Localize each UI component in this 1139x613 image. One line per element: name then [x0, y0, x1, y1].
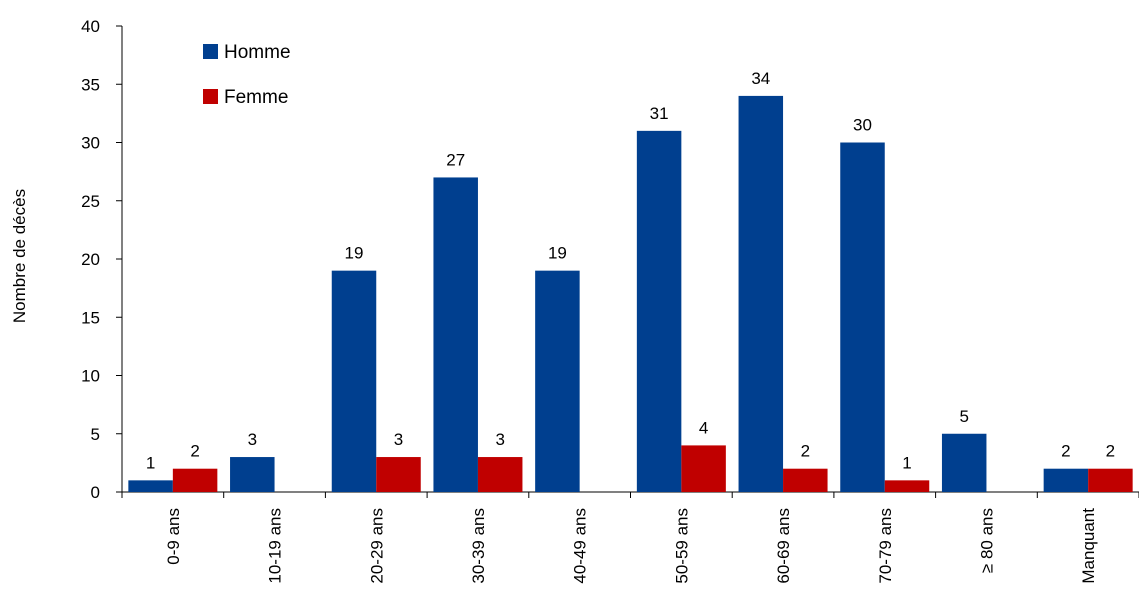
- data-label: 19: [345, 244, 364, 263]
- data-label: 34: [751, 69, 770, 88]
- data-label: 4: [699, 418, 708, 437]
- bar-femme: [783, 468, 828, 492]
- data-label: 19: [548, 244, 567, 263]
- bar-homme: [230, 457, 275, 492]
- bar-femme: [376, 457, 421, 492]
- bar-homme: [331, 270, 377, 492]
- data-label: 3: [248, 430, 257, 449]
- x-axis: 0-9 ans 10-19 ans 20-29 ans 30-39 ans 40-49 …: [121, 491, 1139, 584]
- y-tick-label: 20: [81, 250, 100, 269]
- y-tick-label: 10: [81, 367, 100, 386]
- bar-homme: [433, 177, 478, 492]
- data-label: 2: [801, 442, 810, 461]
- x-tick-label: 70-79 ans: [876, 508, 895, 584]
- data-label: 1: [146, 453, 155, 472]
- data-label: 2: [190, 442, 199, 461]
- y-tick-label: 0: [91, 483, 100, 502]
- bar-homme: [941, 433, 987, 492]
- legend-swatch-homme: [203, 44, 218, 59]
- x-tick-label: 60-69 ans: [774, 508, 793, 584]
- y-axis-label: Nombre de décès: [10, 189, 29, 323]
- legend: Homme Femme: [203, 42, 291, 108]
- x-tick-label: Manquant: [1079, 508, 1098, 584]
- legend-label-femme: Femme: [224, 87, 288, 108]
- x-tick-label: 50-59 ans: [672, 508, 691, 584]
- data-label: 2: [1061, 442, 1070, 461]
- bar-femme: [681, 445, 726, 492]
- x-tick-label: 30-39 ans: [469, 508, 488, 584]
- bar-femme: [1088, 468, 1133, 492]
- data-label: 5: [959, 407, 968, 426]
- data-label: 2: [1106, 442, 1115, 461]
- bar-homme: [128, 480, 173, 492]
- y-tick-label: 40: [81, 17, 100, 36]
- data-label: 27: [446, 150, 465, 169]
- data-label: 3: [495, 430, 504, 449]
- x-tick-label: 10-19 ans: [266, 508, 285, 584]
- bar-homme: [738, 95, 784, 493]
- data-label: 31: [650, 104, 669, 123]
- y-tick-label: 35: [81, 75, 100, 94]
- bar-femme: [884, 480, 930, 492]
- x-tick-label: 20-29 ans: [367, 508, 386, 584]
- y-tick-label: 5: [91, 425, 100, 444]
- data-label: 30: [853, 116, 872, 135]
- legend-label-homme: Homme: [224, 42, 291, 63]
- x-tick-label: ≥ 80 ans: [977, 508, 996, 573]
- y-tick-label: 30: [81, 134, 100, 153]
- data-label: 1: [902, 453, 911, 472]
- x-tick-label: 40-49 ans: [571, 508, 590, 584]
- bar-femme: [172, 468, 218, 492]
- bar-homme: [840, 142, 885, 492]
- bar-homme: [636, 130, 682, 492]
- y-tick-label: 15: [81, 308, 100, 327]
- data-label: 3: [394, 430, 403, 449]
- bars: [128, 95, 1133, 493]
- y-tick-label: 25: [81, 192, 100, 211]
- y-axis: 0 5 10 15 20 25 30 35 40: [81, 17, 123, 502]
- legend-swatch-femme: [203, 89, 218, 104]
- x-tick-label: 0-9 ans: [164, 508, 183, 565]
- bar-homme: [535, 270, 580, 492]
- bar-femme: [477, 457, 523, 492]
- bar-homme: [1043, 468, 1089, 492]
